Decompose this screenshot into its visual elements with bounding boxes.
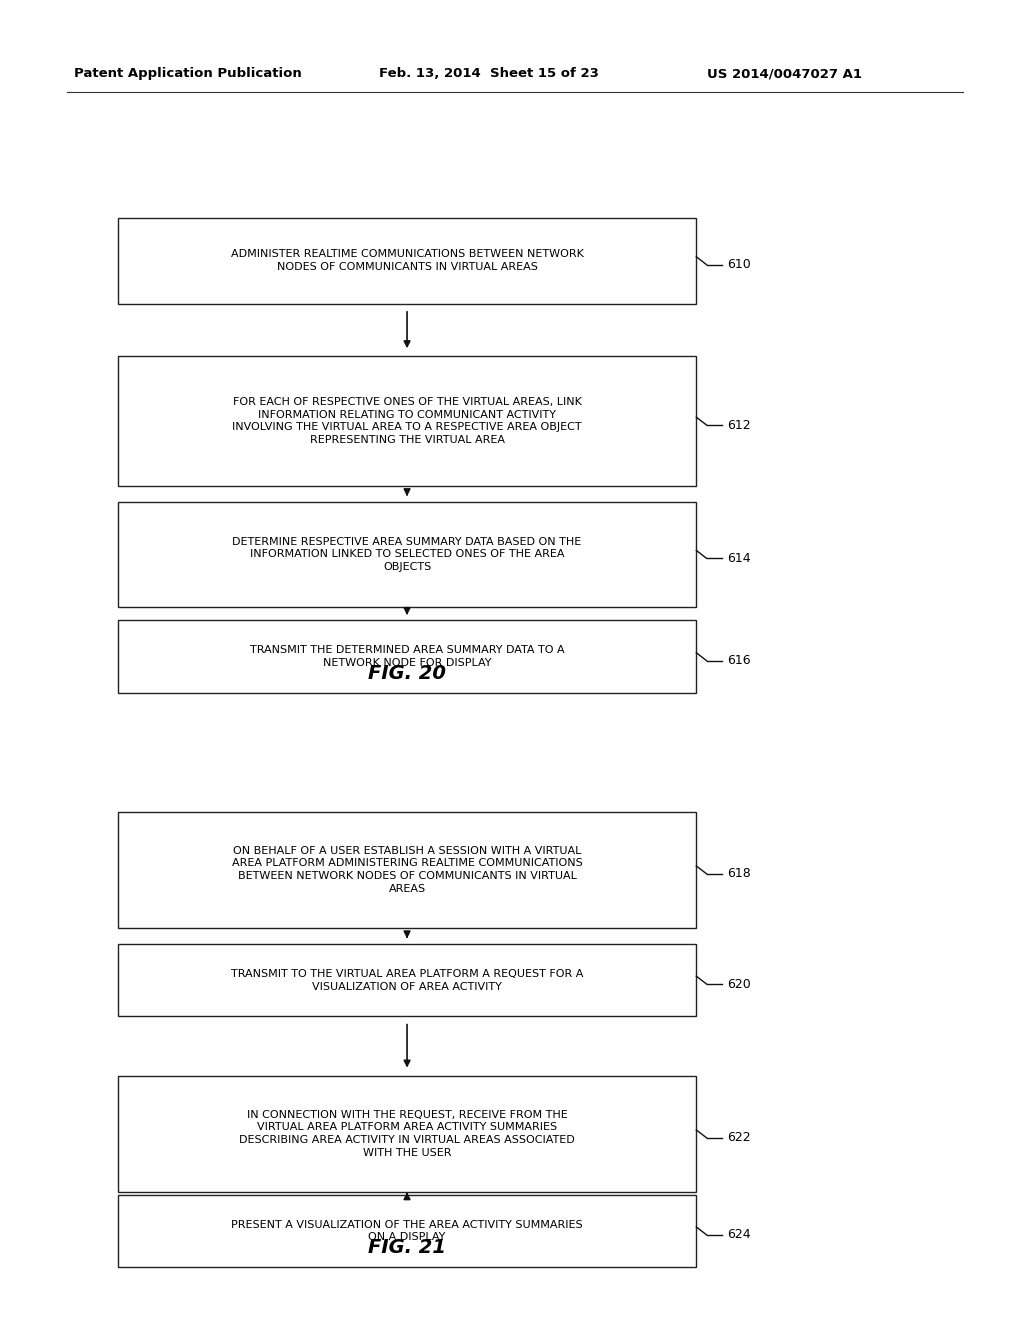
- FancyBboxPatch shape: [118, 1195, 696, 1267]
- Text: DETERMINE RESPECTIVE AREA SUMMARY DATA BASED ON THE
INFORMATION LINKED TO SELECT: DETERMINE RESPECTIVE AREA SUMMARY DATA B…: [232, 537, 582, 572]
- FancyBboxPatch shape: [118, 1076, 696, 1192]
- Text: TRANSMIT THE DETERMINED AREA SUMMARY DATA TO A
NETWORK NODE FOR DISPLAY: TRANSMIT THE DETERMINED AREA SUMMARY DAT…: [250, 645, 564, 668]
- Text: 610: 610: [727, 259, 751, 271]
- FancyBboxPatch shape: [118, 502, 696, 607]
- Text: Feb. 13, 2014  Sheet 15 of 23: Feb. 13, 2014 Sheet 15 of 23: [379, 67, 599, 81]
- FancyBboxPatch shape: [118, 812, 696, 928]
- Text: IN CONNECTION WITH THE REQUEST, RECEIVE FROM THE
VIRTUAL AREA PLATFORM AREA ACTI: IN CONNECTION WITH THE REQUEST, RECEIVE …: [240, 1110, 574, 1158]
- FancyBboxPatch shape: [118, 944, 696, 1016]
- Text: 614: 614: [727, 552, 751, 565]
- FancyBboxPatch shape: [118, 218, 696, 304]
- Text: 622: 622: [727, 1131, 751, 1144]
- FancyBboxPatch shape: [118, 356, 696, 486]
- Text: US 2014/0047027 A1: US 2014/0047027 A1: [707, 67, 861, 81]
- Text: 624: 624: [727, 1229, 751, 1241]
- Text: ADMINISTER REALTIME COMMUNICATIONS BETWEEN NETWORK
NODES OF COMMUNICANTS IN VIRT: ADMINISTER REALTIME COMMUNICATIONS BETWE…: [230, 249, 584, 272]
- Text: 612: 612: [727, 418, 751, 432]
- Text: 616: 616: [727, 655, 751, 667]
- Text: FIG. 21: FIG. 21: [368, 1238, 446, 1257]
- Text: ON BEHALF OF A USER ESTABLISH A SESSION WITH A VIRTUAL
AREA PLATFORM ADMINISTERI: ON BEHALF OF A USER ESTABLISH A SESSION …: [231, 846, 583, 894]
- Text: Patent Application Publication: Patent Application Publication: [74, 67, 301, 81]
- Text: 620: 620: [727, 978, 751, 990]
- Text: FIG. 20: FIG. 20: [368, 664, 446, 682]
- Text: FOR EACH OF RESPECTIVE ONES OF THE VIRTUAL AREAS, LINK
INFORMATION RELATING TO C: FOR EACH OF RESPECTIVE ONES OF THE VIRTU…: [232, 397, 582, 445]
- Text: 618: 618: [727, 867, 751, 880]
- Text: PRESENT A VISUALIZATION OF THE AREA ACTIVITY SUMMARIES
ON A DISPLAY: PRESENT A VISUALIZATION OF THE AREA ACTI…: [231, 1220, 583, 1242]
- FancyBboxPatch shape: [118, 620, 696, 693]
- Text: TRANSMIT TO THE VIRTUAL AREA PLATFORM A REQUEST FOR A
VISUALIZATION OF AREA ACTI: TRANSMIT TO THE VIRTUAL AREA PLATFORM A …: [230, 969, 584, 991]
